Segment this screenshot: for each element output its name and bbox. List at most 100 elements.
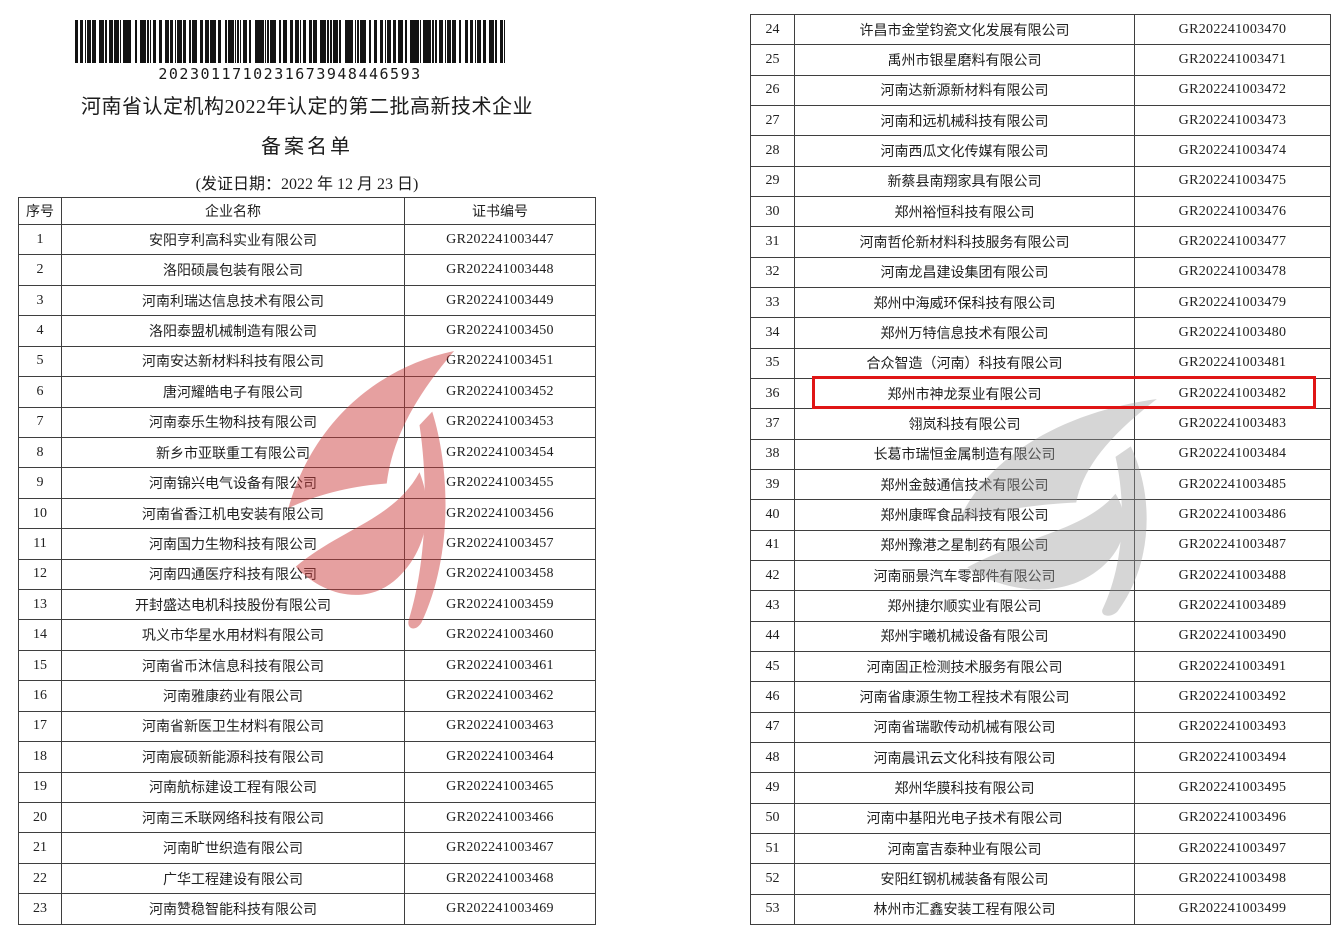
table-row: 10 河南省香江机电安装有限公司 GR202241003456 <box>18 497 596 530</box>
table-row: 44 郑州宇曦机械设备有限公司 GR202241003490 <box>750 620 1331 652</box>
certificate-number: GR202241003484 <box>1134 438 1331 470</box>
company-name: 安阳亨利高科实业有限公司 <box>61 223 405 256</box>
certificate-number: GR202241003475 <box>1134 165 1331 197</box>
company-name: 郑州金鼓通信技术有限公司 <box>794 468 1135 501</box>
row-number: 31 <box>750 226 795 258</box>
row-number: 23 <box>18 893 62 925</box>
table-row: 43 郑州捷尔顺实业有限公司 GR202241003489 <box>750 590 1331 622</box>
row-number: 41 <box>750 529 795 561</box>
row-number: 17 <box>18 710 62 743</box>
company-name: 河南省瑞歌传动机械有限公司 <box>794 711 1135 743</box>
company-name: 安阳红钢机械装备有限公司 <box>794 863 1135 895</box>
certificate-number: GR202241003459 <box>404 589 596 621</box>
certificate-number: GR202241003478 <box>1134 256 1331 288</box>
company-name: 巩义市华星水用材料有限公司 <box>61 619 405 651</box>
row-number: 42 <box>750 559 795 592</box>
row-number: 19 <box>18 771 62 804</box>
table-row: 26 河南达新源新材料有限公司 GR202241003472 <box>750 74 1331 106</box>
table-row: 9 河南锦兴电气设备有限公司 GR202241003455 <box>18 467 596 499</box>
table-row: 30 郑州裕恒科技有限公司 GR202241003476 <box>750 195 1331 228</box>
company-name: 许昌市金堂钧瓷文化发展有限公司 <box>794 13 1135 46</box>
table-row: 15 河南省币沐信息科技有限公司 GR202241003461 <box>18 649 596 682</box>
company-name: 郑州捷尔顺实业有限公司 <box>794 590 1135 622</box>
certificate-number: GR202241003496 <box>1134 802 1331 834</box>
row-number: 53 <box>750 893 795 926</box>
certificate-number: GR202241003499 <box>1134 893 1331 926</box>
right-table: 24 许昌市金堂钧瓷文化发展有限公司 GR202241003470 25 禹州市银星磨料… <box>750 13 1331 926</box>
document-page-right: 24 许昌市金堂钧瓷文化发展有限公司 GR202241003470 25 禹州市银星磨料… <box>750 13 1331 926</box>
company-name: 广华工程建设有限公司 <box>61 862 405 895</box>
company-name: 河南三禾联网络科技有限公司 <box>61 802 405 834</box>
company-name: 洛阳泰盟机械制造有限公司 <box>61 315 405 347</box>
table-row: 6 唐河耀皓电子有限公司 GR202241003452 <box>18 376 596 408</box>
company-name: 河南省香江机电安装有限公司 <box>61 497 405 530</box>
certificate-number: GR202241003471 <box>1134 44 1331 76</box>
certificate-number: GR202241003455 <box>404 467 596 499</box>
company-name: 洛阳硕晨包装有限公司 <box>61 254 405 286</box>
row-number: 1 <box>18 223 62 256</box>
row-number: 20 <box>18 802 62 834</box>
certificate-number: GR202241003450 <box>404 315 596 347</box>
company-name: 河南安达新材料科技有限公司 <box>61 345 405 378</box>
company-name: 河南赞稳智能科技有限公司 <box>61 893 405 925</box>
table-row-highlighted: 36 郑州市神龙泵业有限公司 GR202241003482 <box>750 377 1331 410</box>
table-row: 48 河南晨讯云文化科技有限公司 GR202241003494 <box>750 741 1331 774</box>
barcode-number: 2023011710231673948446593 <box>158 65 422 83</box>
table-row: 37 翎岚科技有限公司 GR202241003483 <box>750 408 1331 440</box>
row-number: 37 <box>750 408 795 440</box>
certificate-number: GR202241003470 <box>1134 13 1331 46</box>
company-name: 河南省币沐信息科技有限公司 <box>61 649 405 682</box>
table-row: 25 禹州市银星磨料有限公司 GR202241003471 <box>750 44 1331 76</box>
row-number: 36 <box>750 377 795 410</box>
row-number: 30 <box>750 195 795 228</box>
table-row: 19 河南航标建设工程有限公司 GR202241003465 <box>18 771 596 804</box>
table-row: 20 河南三禾联网络科技有限公司 GR202241003466 <box>18 802 596 834</box>
table-row: 50 河南中基阳光电子技术有限公司 GR202241003496 <box>750 802 1331 834</box>
certificate-number: GR202241003457 <box>404 528 596 560</box>
table-row: 38 长葛市瑞恒金属制造有限公司 GR202241003484 <box>750 438 1331 470</box>
row-number: 45 <box>750 650 795 683</box>
row-number: 29 <box>750 165 795 197</box>
company-name: 河南丽景汽车零部件有限公司 <box>794 559 1135 592</box>
row-number: 3 <box>18 284 62 317</box>
table-row: 24 许昌市金堂钧瓷文化发展有限公司 GR202241003470 <box>750 13 1331 46</box>
company-name: 开封盛达电机科技股份有限公司 <box>61 589 405 621</box>
company-name: 郑州康晖食品科技有限公司 <box>794 499 1135 531</box>
row-number: 22 <box>18 862 62 895</box>
table-row: 41 郑州豫港之星制药有限公司 GR202241003487 <box>750 529 1331 561</box>
row-number: 4 <box>18 315 62 347</box>
certificate-number: GR202241003458 <box>404 558 596 591</box>
table-header: 序号 企业名称 证书编号 <box>18 197 596 225</box>
certificate-number: GR202241003456 <box>404 497 596 530</box>
certificate-number: GR202241003449 <box>404 284 596 317</box>
row-number: 44 <box>750 620 795 652</box>
company-name: 合众智造（河南）科技有限公司 <box>794 347 1135 379</box>
certificate-number: GR202241003463 <box>404 710 596 743</box>
company-name: 河南旷世织造有限公司 <box>61 832 405 864</box>
certificate-number: GR202241003461 <box>404 649 596 682</box>
row-number: 13 <box>18 589 62 621</box>
certificate-number: GR202241003497 <box>1134 832 1331 865</box>
row-number: 12 <box>18 558 62 591</box>
certificate-number: GR202241003469 <box>404 893 596 925</box>
certificate-number: GR202241003487 <box>1134 529 1331 561</box>
header-row-number: 序号 <box>18 197 62 225</box>
certificate-number: GR202241003452 <box>404 376 596 408</box>
certificate-number: GR202241003483 <box>1134 408 1331 440</box>
table-row: 53 林州市汇鑫安装工程有限公司 GR202241003499 <box>750 893 1331 926</box>
company-name: 郑州中海威环保科技有限公司 <box>794 286 1135 319</box>
certificate-number: GR202241003481 <box>1134 347 1331 379</box>
row-number: 32 <box>750 256 795 288</box>
certificate-number: GR202241003491 <box>1134 650 1331 683</box>
row-number: 27 <box>750 104 795 137</box>
company-name: 河南省新医卫生材料有限公司 <box>61 710 405 743</box>
certificate-number: GR202241003447 <box>404 223 596 256</box>
table-row: 47 河南省瑞歌传动机械有限公司 GR202241003493 <box>750 711 1331 743</box>
company-name: 河南国力生物科技有限公司 <box>61 528 405 560</box>
document-title-line1: 河南省认定机构2022年认定的第二批高新技术企业 <box>81 96 533 118</box>
row-number: 49 <box>750 772 795 804</box>
certificate-number: GR202241003454 <box>404 436 596 469</box>
certificate-number: GR202241003479 <box>1134 286 1331 319</box>
certificate-number: GR202241003467 <box>404 832 596 864</box>
company-name: 禹州市银星磨料有限公司 <box>794 44 1135 76</box>
